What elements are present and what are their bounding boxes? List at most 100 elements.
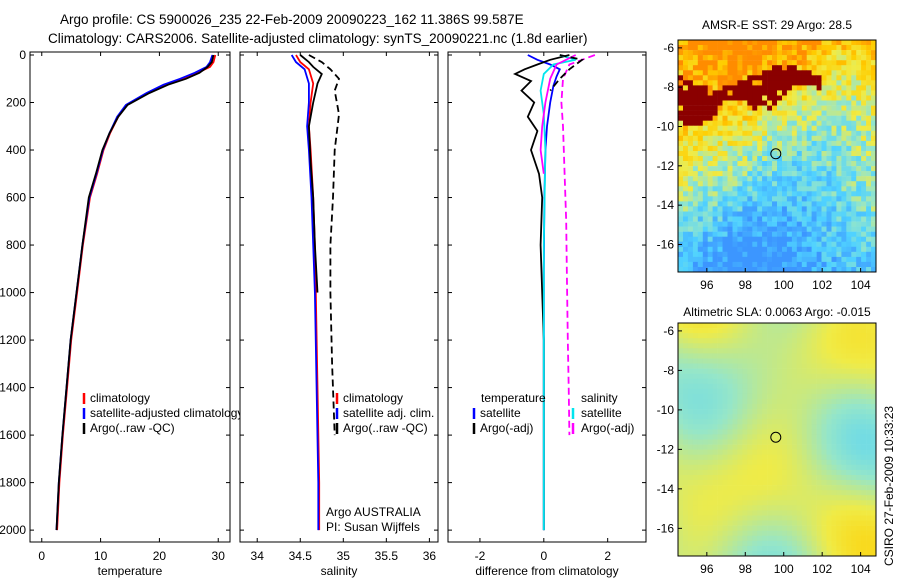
sla-map-cell: [767, 429, 773, 435]
sst-map-cell: [707, 105, 713, 111]
sla-map-cell: [717, 525, 723, 531]
sst-map-cell: [846, 95, 852, 101]
sla-map-cell: [683, 464, 689, 471]
sla-map-cell: [752, 459, 758, 466]
sst-map-cell: [806, 211, 812, 217]
sst-map-cell: [851, 85, 857, 91]
sla-map-cell: [717, 459, 723, 466]
sst-map-cell: [707, 110, 713, 116]
sst-map-cell: [841, 201, 847, 207]
salinity-xtick-label: 36: [423, 549, 437, 563]
sst-map-cell: [791, 206, 798, 212]
sst-map-cell: [732, 246, 738, 253]
sla-map-cell: [871, 414, 876, 420]
sst-map-cell: [816, 231, 822, 237]
sla-map-cell: [678, 419, 684, 425]
sla-map-cell: [861, 383, 867, 390]
sst-map-cell: [732, 196, 738, 202]
sst-map-cell: [722, 196, 728, 202]
sst-map-cell: [826, 40, 832, 46]
sst-map-cell: [811, 50, 817, 56]
sla-map-cell: [697, 343, 704, 349]
sst-map-cell: [861, 166, 867, 172]
sst-map-cell: [772, 226, 778, 232]
sla-map-cell: [782, 495, 788, 501]
sla-map-cell: [866, 520, 872, 526]
sst-map-cell: [871, 221, 876, 227]
sst-map-cell: [707, 145, 713, 152]
sst-map-cell: [811, 176, 817, 182]
sla-map-cell: [747, 490, 753, 496]
sla-map-cell: [697, 404, 704, 410]
sst-map-cell: [836, 196, 842, 202]
sla-map-cell: [836, 348, 842, 354]
sla-map-cell: [856, 358, 862, 364]
sla-map-cell: [678, 464, 684, 471]
sst-map-cell: [772, 206, 778, 212]
sla-map-cell: [811, 378, 817, 385]
sst-map-cell: [851, 140, 857, 147]
sst-map-cell: [782, 267, 788, 272]
sla-map-cell: [762, 480, 768, 486]
sla-map-cell: [866, 404, 872, 410]
sst-map-cell: [742, 55, 748, 61]
sst-map-cell: [851, 105, 857, 111]
sst-map-cell: [826, 166, 832, 172]
sla-map-cell: [846, 323, 852, 329]
sst-map-cell: [786, 166, 793, 172]
sst-map-cell: [861, 65, 867, 71]
sst-map-title: AMSR-E SST: 29 Argo: 28.5: [702, 18, 852, 32]
sst-map-cell: [871, 95, 876, 101]
sla-map-cell: [747, 393, 753, 400]
sst-map-cell: [811, 216, 817, 222]
sla-map-cell: [757, 399, 763, 405]
sst-map-cell: [866, 60, 872, 66]
sst-map-cell: [836, 251, 842, 258]
sla-map-cell: [861, 525, 867, 531]
sst-map-cell: [791, 251, 798, 258]
sst-map-cell: [678, 261, 684, 268]
sst-map-cell: [826, 65, 832, 71]
sst-map-cell: [777, 206, 783, 212]
sst-map-cell: [871, 166, 876, 172]
sst-map-cell: [767, 55, 773, 61]
sst-map-cell: [707, 191, 713, 197]
sla-map-cell: [747, 409, 753, 415]
sla-map-cell: [826, 469, 832, 476]
sla-map-cell: [707, 464, 713, 471]
sla-map-cell: [806, 515, 812, 521]
sla-map-cell: [717, 535, 723, 542]
sla-map-cell: [692, 520, 699, 526]
sla-map-cell: [821, 475, 827, 481]
sst-map-cell: [762, 226, 768, 232]
sla-map-cell: [846, 540, 852, 547]
sst-map-cell: [762, 105, 768, 111]
sla-map-cell: [683, 399, 689, 405]
sla-map-cell: [801, 464, 808, 471]
sla-map-cell: [796, 500, 803, 506]
sst-map-cell: [683, 40, 689, 46]
sst-map-cell: [811, 80, 817, 86]
sla-map-cell: [732, 459, 738, 466]
sst-map-cell: [697, 221, 704, 227]
sst-map-cell: [683, 196, 689, 202]
sst-map-cell: [712, 236, 718, 242]
sst-map-cell: [727, 176, 733, 182]
sla-map-cell: [757, 434, 763, 440]
sla-map-cell: [762, 343, 768, 349]
sla-map-cell: [871, 469, 876, 476]
sst-map-cell: [692, 100, 699, 106]
sla-map-cell: [678, 343, 684, 349]
sst-map-cell: [752, 211, 758, 217]
sst-map-cell: [841, 246, 847, 253]
sst-map-cell: [702, 191, 709, 197]
sla-map-cell: [806, 495, 812, 501]
sst-map-cell: [851, 181, 857, 187]
sst-map-cell: [782, 120, 788, 126]
sst-map-cell: [697, 241, 704, 247]
sla-map-cell: [742, 545, 748, 552]
sla-map-cell: [732, 480, 738, 486]
sla-map-cell: [717, 323, 723, 329]
sst-map-cell: [757, 140, 763, 147]
sla-map-cell: [702, 368, 709, 374]
